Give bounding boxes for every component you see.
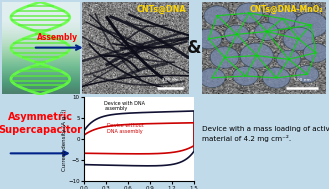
Polygon shape [204,6,230,26]
Polygon shape [240,43,273,68]
Polygon shape [268,8,297,29]
Polygon shape [236,3,263,23]
Polygon shape [233,67,258,85]
Text: Device with a mass loading of active
material of 4.2 mg cm⁻².: Device with a mass loading of active mat… [202,126,329,142]
Polygon shape [195,29,222,49]
Polygon shape [283,27,314,51]
Polygon shape [225,25,249,43]
Text: &: & [187,39,201,57]
Polygon shape [277,50,301,68]
Polygon shape [263,67,290,88]
Text: 100 nm: 100 nm [162,77,178,81]
Polygon shape [255,23,278,40]
Text: Assembly: Assembly [37,33,78,42]
Text: Device without
DNA assembly: Device without DNA assembly [107,123,144,134]
Polygon shape [294,12,328,38]
Text: CNTs@DNA: CNTs@DNA [136,5,186,14]
Y-axis label: Current density (A g⁻¹): Current density (A g⁻¹) [61,108,67,171]
Polygon shape [296,66,319,83]
Text: Device with DNA
assembly: Device with DNA assembly [105,101,145,112]
Text: Asymmetric
Supercapacitor: Asymmetric Supercapacitor [0,112,82,135]
Polygon shape [199,68,225,88]
Polygon shape [210,47,239,68]
Text: CNTs@DNA-MnO₂: CNTs@DNA-MnO₂ [250,5,323,14]
Polygon shape [303,43,328,62]
Text: 500 nm: 500 nm [294,77,311,81]
